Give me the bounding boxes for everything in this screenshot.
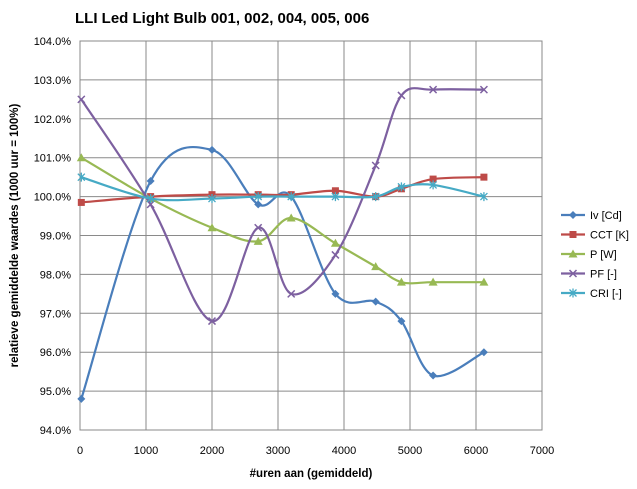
legend-item-iv: Iv [Cd]	[561, 210, 622, 222]
y-tick-label: 103.0%	[34, 75, 72, 87]
data-point-iv	[331, 289, 340, 298]
data-point-p	[428, 277, 438, 286]
y-tick-label: 101.0%	[34, 153, 72, 165]
x-axis-tick-labels: 0 1000 2000 3000 4000 5000 6000 7000	[77, 445, 554, 457]
legend: Iv [Cd] CCT [K] P [W] PF [-] CRI [-]	[561, 210, 629, 300]
data-point-cri	[397, 182, 406, 192]
legend-swatch-marker	[568, 249, 578, 258]
data-point-iv	[146, 177, 155, 186]
data-point-p	[396, 277, 406, 286]
data-point-cct	[77, 198, 85, 206]
data-point-cct	[331, 187, 339, 195]
data-point-p	[479, 277, 489, 286]
data-point-iv	[479, 348, 488, 357]
data-point-cct	[429, 175, 437, 183]
legend-label: CRI [-]	[590, 288, 622, 300]
data-point-p	[76, 153, 86, 162]
legend-item-cri: CRI [-]	[561, 288, 622, 300]
data-point-cri	[254, 192, 263, 202]
plot-area-frame	[79, 40, 543, 431]
data-point-pf	[397, 91, 406, 100]
y-axis-tick-labels: 94.0% 95.0% 96.0% 97.0% 98.0% 99.0% 100.0% 101.…	[34, 36, 72, 437]
y-tick-label: 97.0%	[40, 308, 71, 320]
legend-label: Iv [Cd]	[590, 210, 622, 222]
x-tick-label: 2000	[200, 445, 224, 457]
data-point-p	[330, 238, 340, 247]
legend-label: P [W]	[590, 249, 617, 261]
y-tick-label: 96.0%	[40, 347, 71, 359]
y-tick-label: 95.0%	[40, 386, 71, 398]
legend-item-p: P [W]	[561, 249, 617, 261]
data-point-p	[286, 213, 296, 222]
y-tick-label: 102.0%	[34, 114, 72, 126]
data-point-cri	[287, 192, 296, 202]
series-layer	[76, 85, 489, 403]
data-point-p	[207, 223, 217, 232]
x-tick-label: 0	[77, 445, 83, 457]
data-point-iv	[208, 145, 216, 154]
y-tick-label: 94.0%	[40, 425, 71, 437]
legend-label: PF [-]	[590, 269, 617, 281]
data-point-cri	[208, 194, 216, 204]
data-point-p	[253, 236, 263, 245]
data-point-iv	[397, 317, 406, 326]
data-point-cri	[429, 180, 438, 190]
series-p	[76, 153, 489, 286]
data-point-cri	[479, 192, 488, 202]
x-tick-label: 5000	[398, 445, 422, 457]
y-tick-label: 98.0%	[40, 269, 71, 281]
x-tick-label: 1000	[134, 445, 158, 457]
legend-label: CCT [K]	[590, 230, 629, 242]
x-axis-title: #uren aan (gemiddeld)	[250, 468, 373, 480]
legend-swatch-marker	[569, 231, 577, 238]
data-point-pf	[371, 161, 380, 170]
legend-item-pf: PF [-]	[561, 269, 617, 281]
x-tick-label: 6000	[464, 445, 488, 457]
y-axis-title: relatieve gemiddelde waardes (1000 uur =…	[9, 103, 21, 367]
chart-title: LLI Led Light Bulb 001, 002, 004, 005, 0…	[75, 10, 369, 27]
legend-swatch-marker	[569, 288, 577, 298]
legend-swatch-marker	[568, 269, 578, 278]
data-point-iv	[371, 297, 380, 306]
data-point-iv	[254, 200, 263, 209]
data-point-cri	[77, 172, 86, 182]
series-cri	[77, 172, 488, 204]
data-point-cri	[146, 194, 155, 204]
data-point-cct	[480, 173, 488, 181]
data-point-pf	[479, 85, 488, 94]
y-tick-label: 99.0%	[40, 231, 71, 243]
data-point-p	[371, 262, 381, 271]
data-point-cri	[331, 192, 340, 202]
y-tick-label: 104.0%	[34, 36, 72, 48]
data-point-cri	[371, 192, 380, 202]
data-point-pf	[287, 289, 296, 298]
data-point-pf	[146, 200, 155, 209]
series-line-cri	[80, 176, 485, 202]
series-pf	[77, 85, 488, 326]
x-tick-label: 7000	[530, 445, 554, 457]
data-point-pf	[429, 85, 438, 94]
data-point-pf	[331, 250, 340, 259]
data-point-iv	[429, 371, 438, 380]
x-tick-label: 3000	[266, 445, 290, 457]
data-point-iv	[77, 394, 86, 403]
x-tick-label: 4000	[332, 445, 356, 457]
data-point-pf	[254, 223, 263, 232]
data-point-pf	[77, 95, 86, 104]
legend-swatch-marker	[569, 211, 577, 219]
y-tick-label: 100.0%	[34, 192, 72, 204]
series-line-p	[80, 156, 484, 285]
legend-item-cct: CCT [K]	[561, 230, 629, 242]
data-point-pf	[207, 317, 217, 326]
